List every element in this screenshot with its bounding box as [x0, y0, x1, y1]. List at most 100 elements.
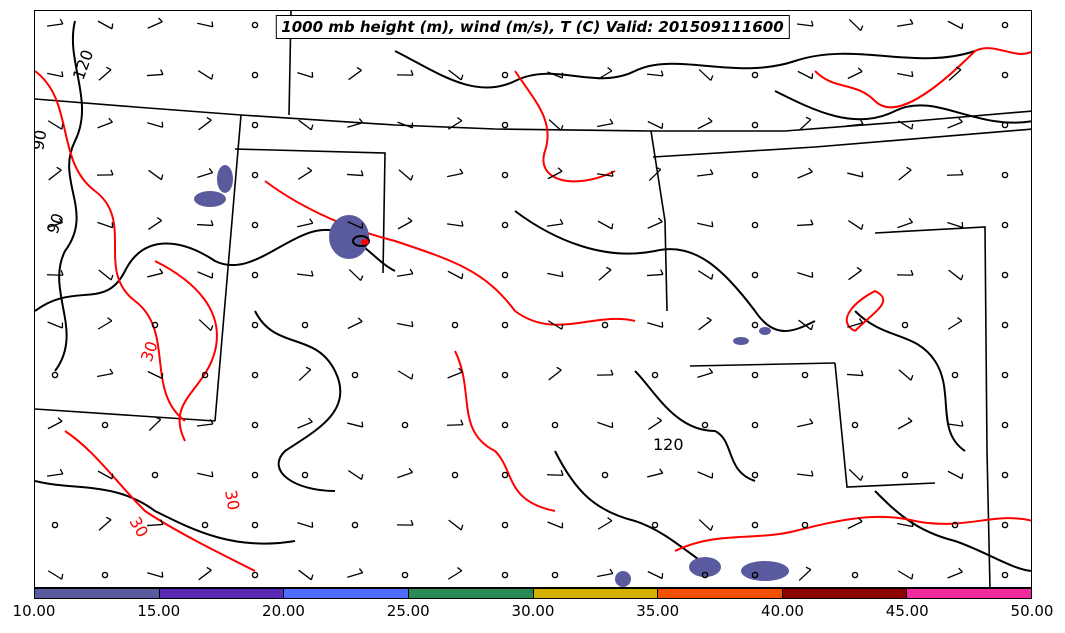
wind-barb-icon	[597, 118, 614, 128]
calm-circle-icon	[1001, 471, 1009, 479]
calm-circle-icon	[201, 521, 209, 529]
wind-barb-icon	[697, 471, 714, 479]
wind-barb-icon	[898, 369, 914, 381]
wind-barb-icon	[348, 66, 362, 81]
wind-barb-icon	[798, 319, 814, 331]
calm-circle-icon	[901, 321, 909, 329]
calm-circle-icon	[1001, 121, 1009, 129]
wind-barb-icon	[697, 117, 713, 130]
wind-barb-icon	[796, 219, 814, 227]
wind-barb-icon	[146, 69, 164, 77]
calm-circle-icon	[501, 321, 509, 329]
calm-circle-icon	[501, 421, 509, 429]
wind-barb-icon	[397, 217, 413, 230]
wind-barb-icon	[796, 470, 814, 477]
wind-barb-icon	[848, 18, 864, 32]
calm-circle-icon	[901, 471, 909, 479]
wind-barb-icon	[647, 570, 664, 580]
colorbar-tick-label: 10.00	[12, 602, 56, 620]
wind-barb-icon	[846, 119, 864, 127]
map-panel: 120 120 90 90 30 30 30	[34, 10, 1032, 588]
wind-barb-icon	[97, 20, 114, 30]
calm-circle-icon	[151, 471, 159, 479]
calm-circle-icon	[51, 371, 59, 379]
calm-circle-icon	[701, 421, 709, 429]
wind-barb-icon	[97, 221, 114, 229]
calm-circle-icon	[551, 571, 559, 579]
wind-barb-icon	[46, 18, 64, 27]
wind-barb-icon	[397, 370, 414, 380]
wind-barb-icon	[546, 469, 564, 476]
colorbar	[34, 588, 1032, 599]
calm-circle-icon	[1001, 571, 1009, 579]
wind-barb-icon	[847, 318, 864, 328]
wind-barb-icon	[97, 117, 113, 129]
colorbar-segment	[782, 589, 908, 598]
wind-barb-icon	[848, 468, 864, 482]
wind-barb-icon	[947, 567, 963, 579]
wind-barb-icon	[197, 471, 214, 478]
calm-circle-icon	[401, 421, 409, 429]
colorbar-tick-label: 15.00	[137, 602, 181, 620]
calm-circle-icon	[251, 321, 259, 329]
wind-barb-icon	[197, 271, 214, 279]
wind-barb-icon	[947, 470, 964, 480]
calm-circle-icon	[751, 421, 759, 429]
calm-circle-icon	[251, 171, 259, 179]
calm-circle-icon	[751, 471, 759, 479]
calm-circle-icon	[101, 571, 109, 579]
wind-barb-icon	[548, 366, 562, 381]
calm-circle-icon	[1001, 321, 1009, 329]
calm-circle-icon	[251, 421, 259, 429]
wind-barb-icon	[947, 117, 963, 129]
calm-circle-icon	[251, 571, 259, 579]
wind-barb-icon	[96, 169, 114, 176]
calm-circle-icon	[1001, 371, 1009, 379]
wind-barb-icon	[446, 419, 464, 426]
calm-circle-icon	[751, 321, 759, 329]
wind-barb-icon	[97, 470, 114, 480]
wind-speed-core	[352, 235, 370, 247]
wind-barb-icon	[546, 218, 564, 227]
wind-barb-icon	[297, 417, 313, 429]
wind-barb-icon	[947, 317, 963, 330]
wind-barb-icon	[448, 69, 464, 81]
calm-circle-icon	[1001, 171, 1009, 179]
calm-circle-icon	[101, 421, 109, 429]
wind-barb-icon	[797, 418, 814, 428]
wind-barb-icon	[298, 569, 314, 581]
wind-barb-icon	[46, 269, 64, 276]
wind-barb-icon	[198, 116, 212, 131]
temp-label-30-c: 30	[126, 514, 153, 541]
calm-circle-icon	[751, 371, 759, 379]
calm-circle-icon	[1001, 271, 1009, 279]
wind-barb-icon	[197, 21, 214, 28]
wind-barb-icon	[948, 66, 962, 81]
calm-circle-icon	[951, 371, 959, 379]
calm-circle-icon	[501, 221, 509, 229]
wind-barb-icon	[198, 566, 212, 581]
calm-circle-icon	[401, 571, 409, 579]
colorbar-tick-label: 40.00	[761, 602, 804, 620]
colorbar-segment	[284, 589, 409, 598]
wind-barb-icon	[396, 268, 414, 277]
wind-barb-icon	[298, 119, 314, 131]
wind-barb-icon	[47, 120, 64, 130]
height-label-90-b: 90	[43, 211, 68, 237]
wind-barb-icon	[196, 418, 214, 427]
wind-barb-icon	[348, 268, 364, 282]
wind-barb-icon	[397, 121, 414, 129]
wind-barb-icon	[847, 171, 864, 178]
wind-barb-icon	[397, 321, 414, 328]
wind-barb-icon	[396, 69, 414, 76]
calm-circle-icon	[151, 321, 159, 329]
wind-barb-icon	[547, 167, 563, 180]
calm-circle-icon	[751, 171, 759, 179]
wind-barb-icon	[696, 168, 714, 177]
calm-circle-icon	[451, 321, 459, 329]
wind-barb-icon	[946, 420, 964, 427]
calm-circle-icon	[851, 571, 859, 579]
wind-barb-icon	[597, 568, 614, 578]
calm-circle-icon	[451, 471, 459, 479]
calm-circle-icon	[651, 371, 659, 379]
